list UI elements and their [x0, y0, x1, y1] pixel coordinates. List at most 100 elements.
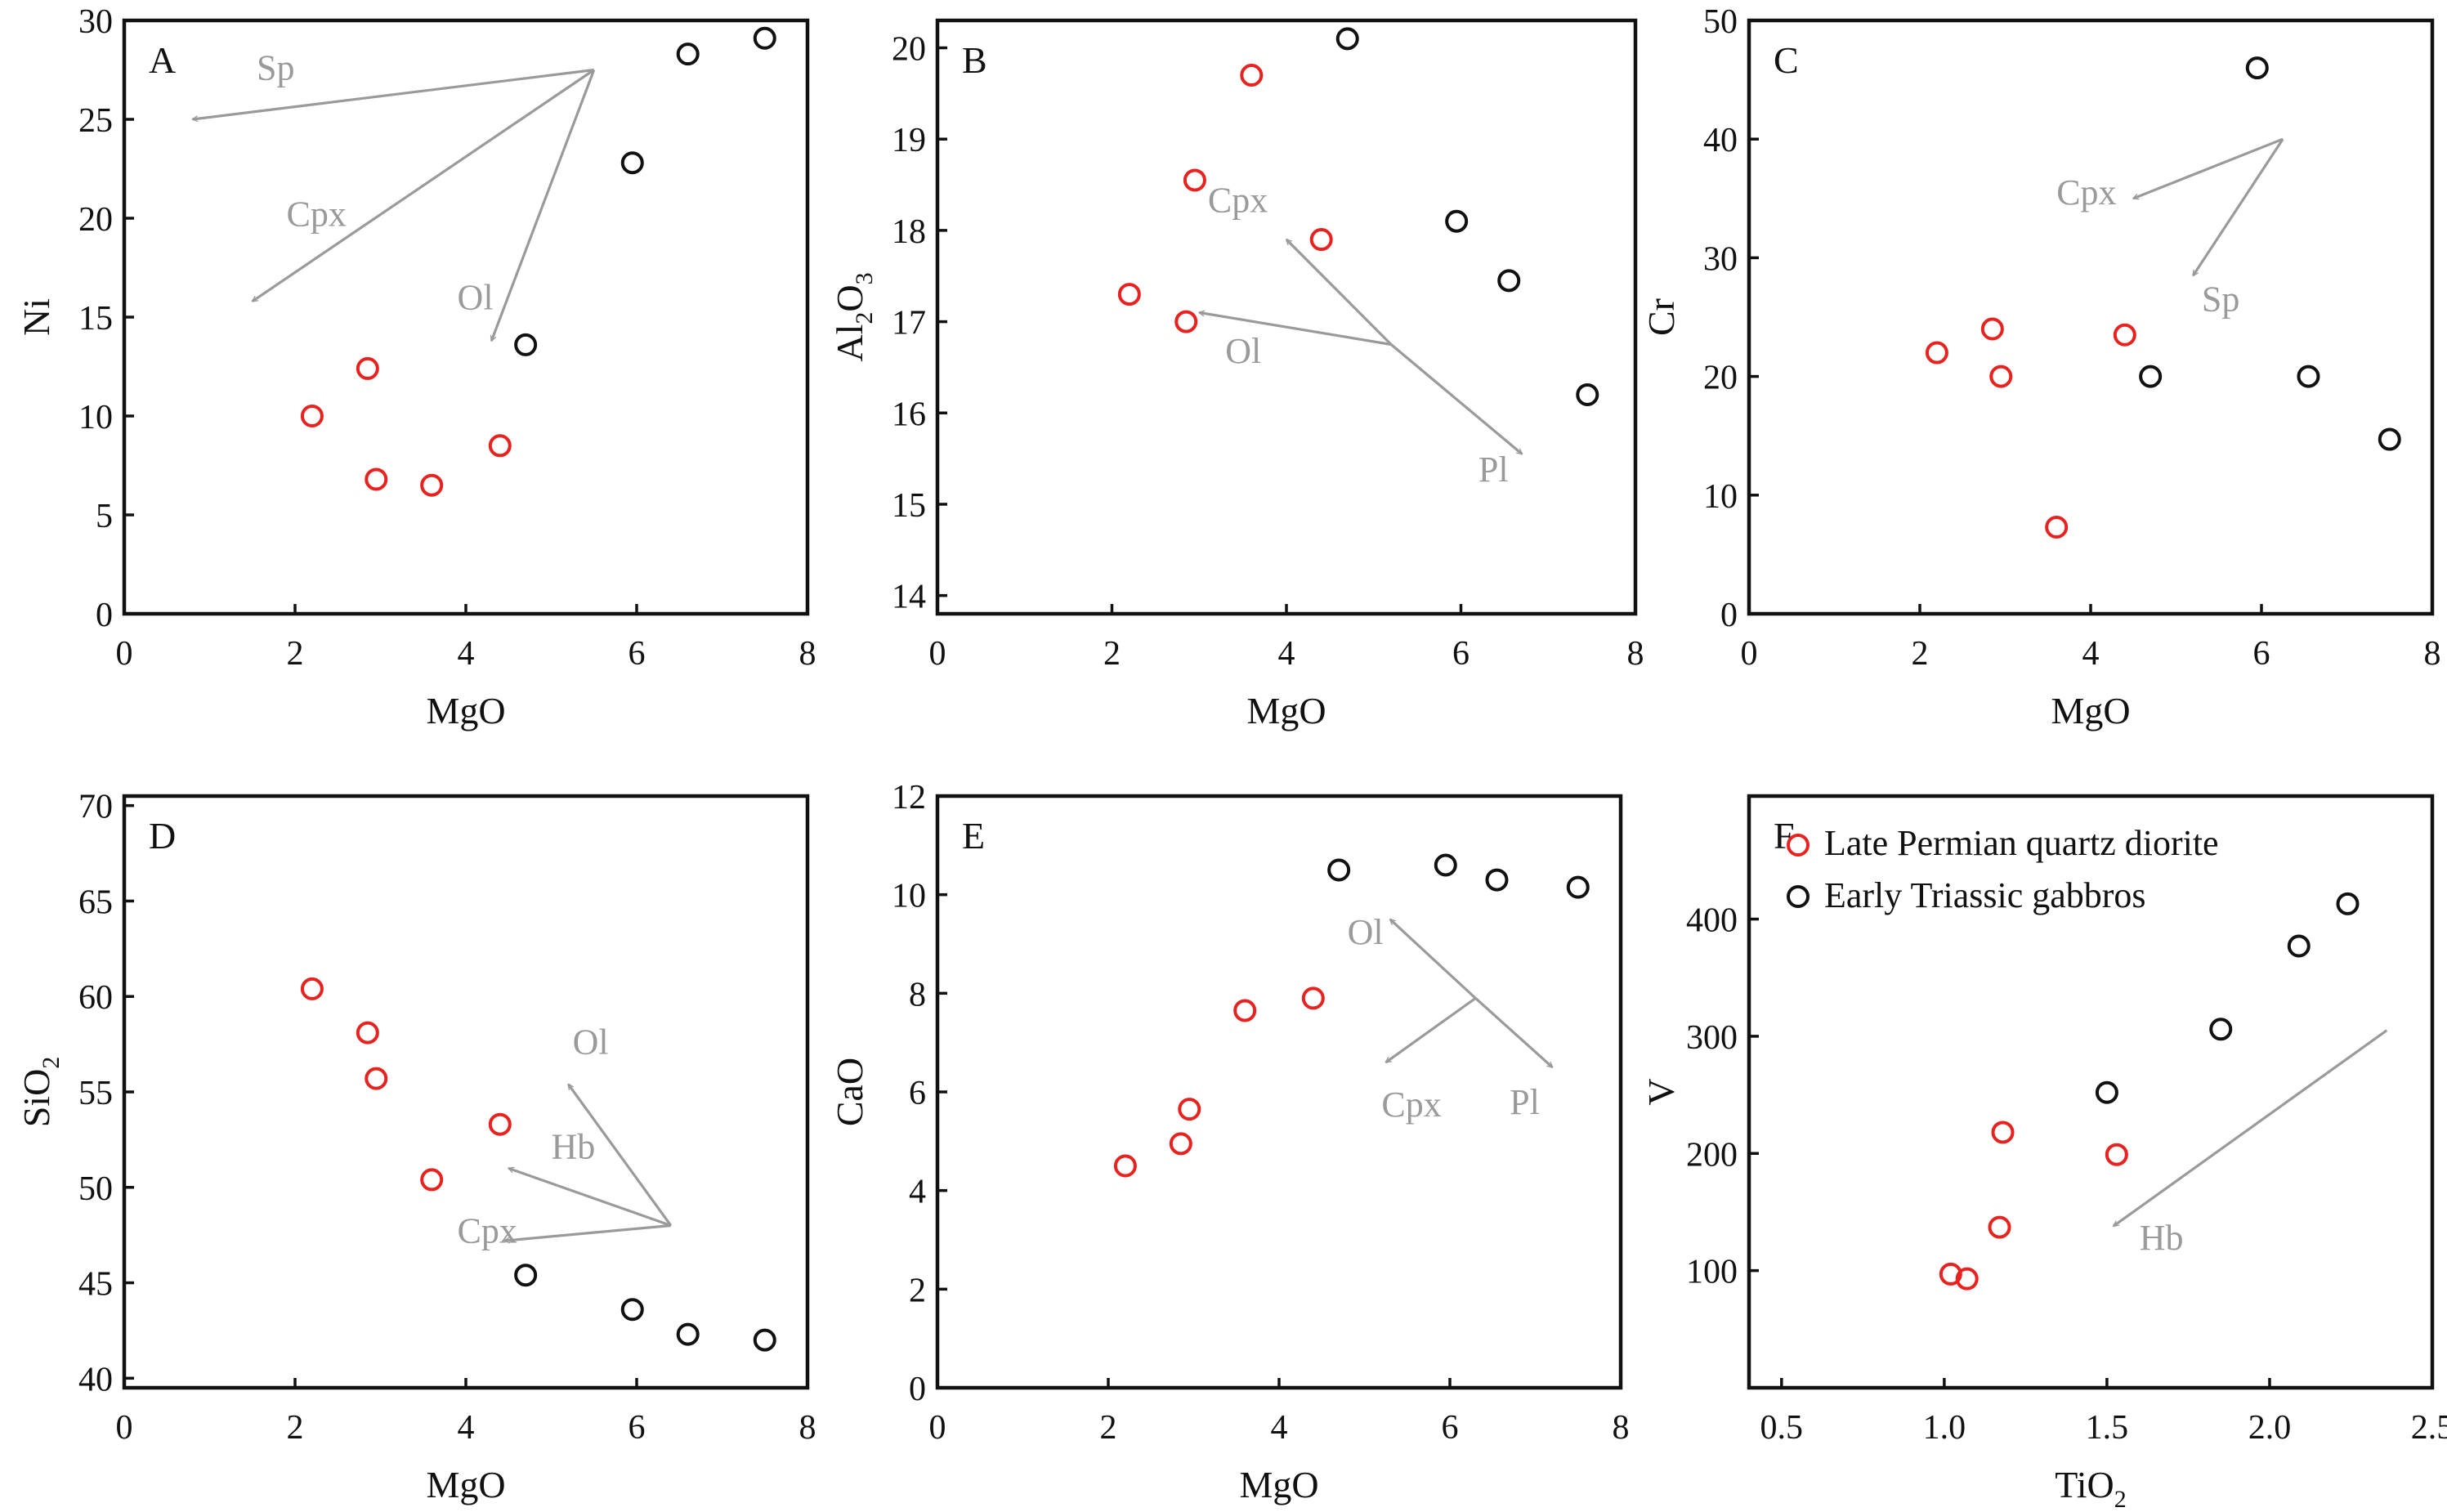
trend-vector [2132, 137, 2284, 200]
legend-label-late-permian: Late Permian quartz diorite [1824, 823, 2219, 863]
legend-marker-late-permian [1787, 834, 1810, 857]
y-tick-label: 50 [78, 1170, 113, 1208]
early-triassic-point [2095, 1080, 2118, 1104]
x-tick-label: 8 [799, 635, 816, 673]
y-tick-label: 18 [892, 213, 926, 251]
x-tick-label: 0 [929, 1409, 946, 1447]
y-tick-label: 15 [78, 300, 113, 338]
early-triassic-point [1327, 858, 1351, 882]
x-tick-label: 6 [629, 635, 646, 673]
late-permian-point [1939, 1262, 1962, 1286]
y-axis-title-main: SiO [16, 1069, 57, 1128]
plot-frame [1747, 18, 2435, 616]
vector-label: Pl [1478, 450, 1509, 490]
early-triassic-point [2287, 934, 2311, 958]
y-axis-title-subscript: 2 [38, 1057, 65, 1069]
y-tick-label: 6 [909, 1075, 926, 1112]
early-triassic-point [1566, 875, 1590, 899]
vector-label: Ol [573, 1022, 609, 1062]
x-tick-label: 2.5 [2411, 1409, 2447, 1447]
x-tick-label: 0.5 [1760, 1409, 1804, 1447]
panel-label: C [1774, 39, 1799, 81]
plot-frame [935, 18, 1638, 616]
x-tick-label: 6 [2253, 635, 2270, 673]
trend-vector [490, 69, 596, 342]
x-tick-label: 0 [929, 635, 946, 673]
y-tick-label: 70 [78, 789, 113, 826]
vector-label: Pl [1510, 1082, 1540, 1122]
trend-vector [567, 1083, 673, 1227]
early-triassic-point [2297, 365, 2320, 388]
trend-vector [251, 69, 595, 302]
late-permian-point [356, 356, 379, 380]
x-tick-label: 2.0 [2248, 1409, 2292, 1447]
legend-label-early-triassic: Early Triassic gabbros [1824, 875, 2146, 915]
x-tick-label: 4 [458, 1409, 475, 1447]
y-tick-label: 30 [1703, 240, 1738, 278]
x-tick-label: 6 [1442, 1409, 1459, 1447]
vector-label: Ol [1225, 331, 1261, 371]
x-tick-label: 4 [1271, 1409, 1288, 1447]
early-triassic-point [2336, 892, 2360, 915]
late-permian-point [1980, 317, 2004, 341]
y-tick-label: 0 [1720, 597, 1738, 634]
y-tick-label: 200 [1686, 1136, 1738, 1174]
y-tick-label: 20 [78, 201, 113, 239]
trend-vector [508, 1166, 672, 1227]
panel-label: E [962, 815, 985, 857]
y-axis-title: Al2O3 [829, 272, 878, 361]
y-axis-title: V [1640, 1078, 1682, 1105]
late-permian-point [1301, 986, 1325, 1010]
early-triassic-point [1576, 382, 1599, 406]
early-triassic-point [2209, 1018, 2233, 1041]
vector-label: Cpx [2056, 172, 2116, 212]
x-tick-label: 8 [799, 1409, 816, 1447]
late-permian-point [1309, 228, 1333, 252]
vector-label: Cpx [1381, 1085, 1441, 1125]
early-triassic-point [1445, 209, 1469, 233]
x-axis-title: MgO [1246, 690, 1326, 731]
trend-vector [191, 68, 594, 123]
y-tick-label: 12 [892, 779, 926, 816]
x-tick-label: 1.0 [1923, 1409, 1966, 1447]
y-tick-label: 45 [78, 1266, 113, 1304]
early-triassic-point [2245, 56, 2269, 80]
y-tick-label: 16 [892, 396, 926, 433]
y-tick-label: 5 [96, 498, 113, 535]
vector-label: Cpx [1208, 181, 1268, 221]
y-tick-label: 10 [1703, 478, 1738, 516]
late-permian-point [300, 977, 324, 1000]
trend-vector [1198, 310, 1392, 347]
early-triassic-point [620, 151, 644, 175]
late-permian-point [420, 473, 444, 497]
x-tick-label: 2 [287, 1409, 304, 1447]
y-tick-label: 60 [78, 979, 113, 1017]
early-triassic-point [1497, 269, 1521, 293]
x-tick-label: 6 [629, 1409, 646, 1447]
x-axis-title: MgO [426, 1464, 505, 1505]
early-triassic-point [676, 1322, 700, 1346]
y-tick-label: 20 [1703, 360, 1738, 397]
vector-label: Sp [2202, 280, 2239, 320]
y-tick-label: 40 [78, 1361, 113, 1398]
y-tick-label: 8 [909, 976, 926, 1013]
late-permian-point [2113, 323, 2136, 347]
x-axis-title: MgO [2051, 690, 2130, 731]
vector-label: Ol [458, 277, 494, 317]
trend-vector [2192, 138, 2284, 277]
vector-label: Hb [552, 1127, 596, 1167]
trend-vector [2112, 1029, 2388, 1228]
y-tick-label: 10 [892, 878, 926, 915]
x-tick-label: 2 [1912, 635, 1929, 673]
late-permian-point [1174, 310, 1198, 333]
y-tick-label: 25 [78, 102, 113, 140]
early-triassic-point [1335, 27, 1359, 51]
x-tick-label: 0 [116, 1409, 133, 1447]
y-tick-label: 15 [892, 487, 926, 525]
panel-label: A [149, 39, 176, 81]
late-permian-point [300, 405, 324, 427]
early-triassic-point [2139, 365, 2163, 388]
y-axis-title-subscript: 2 [851, 312, 878, 324]
